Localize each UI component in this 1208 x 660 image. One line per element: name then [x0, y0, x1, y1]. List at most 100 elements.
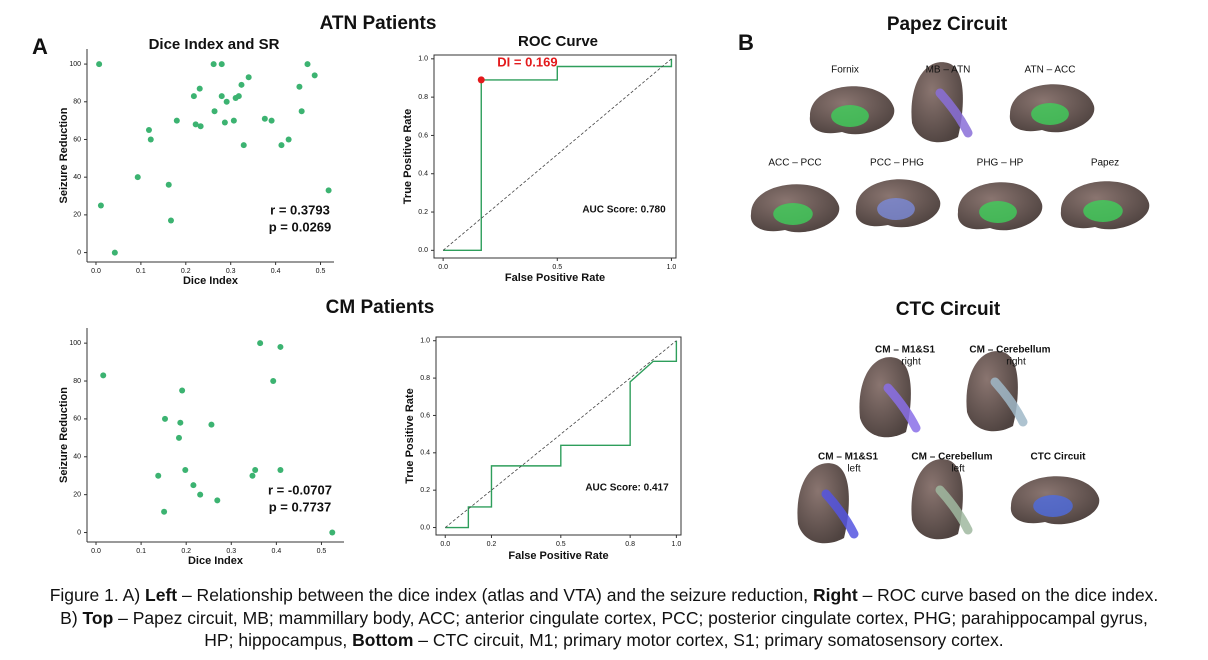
x-tick-label: 0.3: [226, 268, 236, 275]
fiber-tract: [883, 383, 921, 433]
y-axis-label: True Positive Rate: [402, 109, 414, 204]
y-axis-label: Seizure Reduction: [58, 387, 70, 483]
caption: Figure 1. A) Left – Relationship between…: [0, 584, 1208, 652]
y-tick-label: 80: [73, 99, 81, 106]
x-tick-label: 0.0: [91, 268, 101, 275]
scatter-point: [261, 115, 268, 122]
scatter-point: [210, 61, 217, 68]
caption-bold: Right: [812, 585, 858, 605]
scatter-point: [162, 415, 169, 422]
scatter-point: [173, 117, 180, 124]
caption-bold: Left: [145, 585, 178, 605]
fiber-tract: [1083, 200, 1123, 222]
brain-illustration: [797, 463, 849, 544]
plot-frame: [433, 54, 677, 259]
scatter-point: [221, 119, 228, 126]
fiber-tract: [773, 203, 813, 225]
x-tick-label: 0.3: [226, 548, 236, 555]
y-tick-label: 0: [77, 249, 81, 256]
scatter-point: [155, 472, 162, 479]
x-tick-label: 0.2: [181, 548, 191, 555]
x-tick-label: 0.5: [556, 541, 566, 548]
caption-text: – CTC circuit, M1; primary motor cortex,…: [413, 630, 1004, 650]
caption-text: – Papez circuit, MB; mammillary body, AC…: [113, 607, 1148, 628]
caption-line: HP; hippocampus, Bottom – CTC circuit, M…: [0, 629, 1208, 652]
x-tick-label: 0.0: [91, 548, 101, 555]
y-tick-label: 0.8: [420, 375, 430, 382]
caption-text: – Relationship between the dice index (a…: [177, 585, 813, 605]
scatter-point: [196, 85, 203, 92]
section-title: CTC Circuit: [896, 299, 1001, 320]
scatter-point: [97, 202, 104, 209]
scatter-point: [177, 419, 184, 426]
scatter-point: [145, 127, 152, 134]
annotation: AUC Score: 0.780: [582, 205, 666, 216]
fiber-tract: [979, 201, 1017, 223]
y-tick-label: 1.0: [418, 56, 428, 63]
brain-label: CM – M1&S1: [818, 452, 878, 463]
x-axis-label: False Positive Rate: [508, 550, 608, 562]
highlight-point: [477, 76, 485, 84]
brain-side-label: left: [951, 464, 965, 475]
y-tick-label: 1.0: [420, 338, 430, 345]
scatter-point: [111, 249, 118, 256]
x-tick-label: 0.2: [487, 541, 497, 548]
y-tick-label: 0.0: [418, 247, 428, 254]
annotation: p = 0.0269: [269, 219, 332, 234]
y-tick-label: 40: [73, 174, 81, 181]
scatter-point: [190, 93, 197, 100]
caption-text: – ROC curve based on the dice index.: [857, 585, 1159, 605]
fiber-tract: [831, 105, 869, 127]
brain-label: CM – M1&S1: [875, 345, 935, 356]
scatter-point: [298, 108, 305, 115]
plot-frame: [435, 336, 682, 536]
scatter-point: [147, 136, 154, 143]
x-tick-label: 1.0: [667, 264, 677, 271]
scatter-point: [240, 142, 247, 149]
brain-label: CM – Cerebellum: [911, 452, 992, 463]
scatter-point: [211, 108, 218, 115]
brain-label: PCC – PHG: [870, 158, 924, 169]
scatter-point: [257, 340, 264, 347]
y-tick-label: 20: [73, 491, 81, 498]
scatter-point: [270, 378, 277, 385]
highlight-label: DI = 0.169: [497, 54, 557, 69]
brain-label: CTC Circuit: [1031, 452, 1087, 463]
x-tick-label: 1.0: [672, 541, 682, 548]
x-tick-label: 0.5: [552, 264, 562, 271]
brain-side-label: left: [847, 464, 861, 475]
caption-line: B) Top – Papez circuit, MB; mammillary b…: [0, 607, 1208, 630]
caption-bold: Bottom: [352, 630, 414, 650]
scatter-point: [214, 497, 221, 504]
fiber-tract: [1031, 103, 1069, 125]
scatter-point: [277, 343, 284, 350]
y-tick-label: 0: [77, 529, 81, 536]
scatter-point: [208, 421, 215, 428]
y-tick-label: 0.8: [418, 94, 428, 101]
x-tick-label: 0.1: [136, 548, 146, 555]
scatter-point: [218, 61, 225, 68]
brain-illustration: [859, 357, 911, 438]
brain-illustration: [966, 351, 1018, 432]
scatter-point: [161, 508, 168, 515]
brain-side-label: right: [901, 357, 921, 368]
annotation: AUC Score: 0.417: [585, 483, 669, 494]
scatter-point: [329, 529, 336, 536]
scatter-point: [238, 81, 245, 88]
annotation: r = 0.3793: [270, 202, 330, 217]
x-tick-label: 0.4: [272, 548, 282, 555]
scatter-point: [100, 372, 107, 379]
chart-title: ROC Curve: [518, 33, 598, 50]
x-tick-label: 0.0: [438, 264, 448, 271]
caption-bold: Top: [82, 607, 114, 628]
x-tick-label: 0.4: [271, 268, 281, 275]
scatter-point: [197, 123, 204, 130]
figure: A B ATN Patients CM Patients Papez Circu…: [32, 13, 1150, 567]
x-axis-label: False Positive Rate: [505, 272, 605, 284]
y-tick-label: 0.0: [420, 524, 430, 531]
scatter-point: [277, 467, 284, 474]
scatter-point: [268, 117, 275, 124]
scatter-point: [249, 472, 256, 479]
scatter-point: [197, 491, 204, 498]
